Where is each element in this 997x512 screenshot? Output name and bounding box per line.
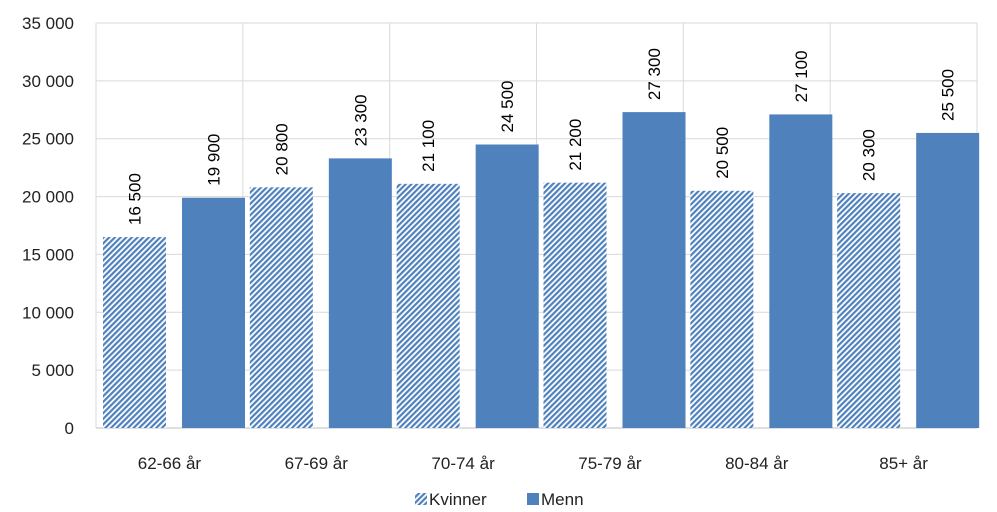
y-tick-label: 15 000 <box>22 245 74 264</box>
bar-menn <box>328 158 392 428</box>
legend: Kvinner Menn <box>415 490 584 509</box>
y-tick-label: 25 000 <box>22 130 74 149</box>
bar-menn <box>769 114 833 429</box>
data-label: 20 800 <box>272 123 291 175</box>
legend-swatch-menn <box>527 493 539 505</box>
legend-label-kvinner: Kvinner <box>429 490 487 509</box>
data-label: 21 100 <box>419 120 438 172</box>
data-labels: 16 500 19 900 20 800 23 300 21 100 24 500 21 2… <box>126 48 958 225</box>
legend-label-menn: Menn <box>541 490 584 509</box>
y-tick-label: 35 000 <box>22 14 74 33</box>
x-tick-label: 70-74 år <box>431 454 495 473</box>
data-label: 20 500 <box>713 127 732 179</box>
bar-kvinner <box>690 190 754 428</box>
legend-swatch-kvinner <box>415 493 427 505</box>
y-axis-tick-labels: 0 5 000 10 000 15 000 20 000 25 000 30 000 35 0… <box>22 14 74 438</box>
data-label: 19 900 <box>205 134 224 186</box>
y-tick-label: 20 000 <box>22 188 74 207</box>
bar-menn <box>916 132 980 428</box>
bar-kvinner <box>249 187 313 428</box>
data-label: 27 300 <box>645 48 664 100</box>
data-label: 23 300 <box>351 94 370 146</box>
x-tick-label: 67-69 år <box>285 454 349 473</box>
bar-menn <box>475 144 539 428</box>
x-axis-tick-labels: 62-66 år 67-69 år 70-74 år 75-79 år 80-84 år… <box>138 454 929 473</box>
y-tick-label: 10 000 <box>22 303 74 322</box>
bar-menn <box>622 112 686 428</box>
bar-kvinner <box>396 183 460 428</box>
data-label: 27 100 <box>792 50 811 102</box>
bar-kvinner <box>103 237 166 428</box>
y-tick-label: 0 <box>65 419 74 438</box>
bar-menn <box>182 197 245 428</box>
x-tick-label: 62-66 år <box>138 454 202 473</box>
data-label: 24 500 <box>498 81 517 133</box>
bar-kvinner <box>837 193 901 428</box>
data-label: 21 200 <box>566 119 585 171</box>
bars <box>103 112 980 429</box>
bar-kvinner <box>543 182 607 428</box>
y-tick-label: 5 000 <box>31 361 74 380</box>
x-tick-label: 75-79 år <box>578 454 642 473</box>
data-label: 16 500 <box>126 173 145 225</box>
data-label: 25 500 <box>939 69 958 121</box>
y-tick-label: 30 000 <box>22 72 74 91</box>
x-tick-label: 85+ år <box>879 454 928 473</box>
data-label: 20 300 <box>860 129 879 181</box>
x-tick-label: 80-84 år <box>725 454 789 473</box>
